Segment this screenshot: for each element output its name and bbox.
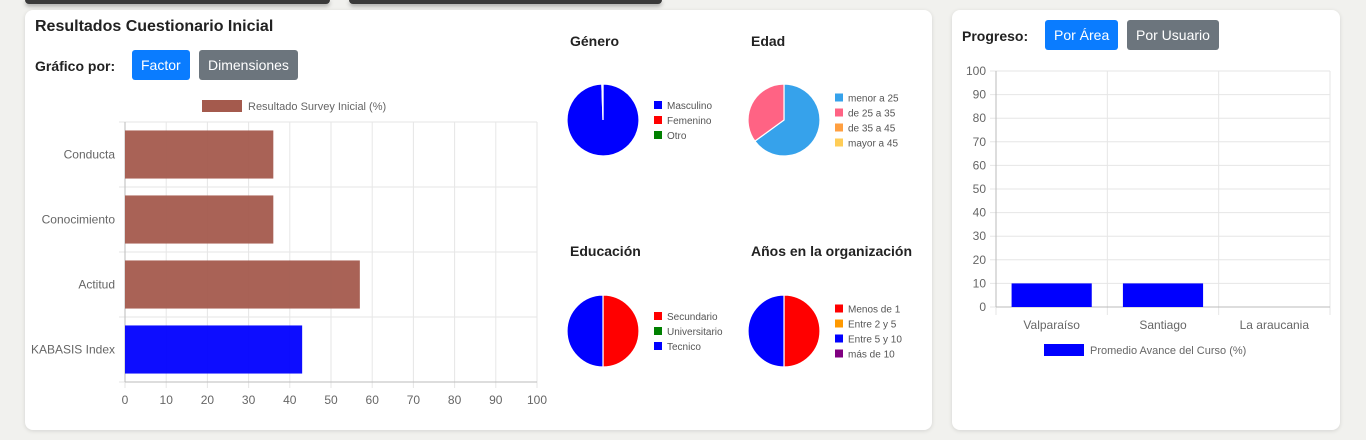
x-tick-label: 100: [527, 393, 547, 407]
legend-swatch-mas-de-10: [835, 349, 843, 358]
legend-swatch-masculino: [654, 101, 662, 109]
pie-slice-secundario: [602, 294, 640, 368]
pie-slice-otro: [601, 83, 604, 121]
survey-bar-chart: Resultado Survey Inicial (%) 0 10 20 30 40 50 6…: [31, 100, 547, 407]
legend-swatch-promedio: [1044, 344, 1084, 356]
x-tick-label: 90: [489, 393, 503, 407]
y-tick-label: Conocimiento: [42, 213, 116, 227]
pie-slice-menos-de-1: [783, 294, 821, 368]
y-tick-label: 100: [966, 64, 986, 78]
pie-slice-tecnico: [566, 294, 604, 368]
legend-label-femenino: Femenino: [667, 116, 712, 127]
grafico-por-label: Gráfico por:: [35, 58, 116, 74]
legend-swatch-survey: [202, 100, 242, 112]
factor-button[interactable]: Factor: [132, 50, 190, 80]
y-tick-label: 20: [973, 253, 987, 267]
legend-label-secundario: Secundario: [667, 312, 718, 323]
pie-slice-menor-a-25: [754, 83, 821, 157]
y-tick-label: 90: [973, 88, 987, 102]
legend-label-entre-5-y-10: Entre 5 y 10: [848, 335, 902, 346]
y-tick-label: Actitud: [78, 278, 115, 292]
edad-pie-chart: menor a 25 de 25 a 35 de 35 a 45 mayor a 45: [747, 83, 899, 157]
legend-swatch-universitario: [654, 327, 662, 335]
pie-title-genero: Género: [570, 33, 620, 49]
legend-label-menos-de-1: Menos de 1: [848, 305, 901, 316]
y-tick-label: 60: [973, 158, 987, 172]
pie-title-edad: Edad: [751, 33, 786, 49]
legend-label-de-25-a-35: de 25 a 35: [848, 109, 896, 120]
y-tick-label: Conducta: [64, 148, 116, 162]
x-tick-label: 10: [160, 393, 174, 407]
legend-swatch-femenino: [654, 116, 662, 124]
y-tick-label: 0: [979, 300, 986, 314]
legend-swatch-tecnico: [654, 342, 662, 350]
progress-title: Progreso:: [962, 28, 1029, 44]
y-tick-label: KABASIS Index: [31, 343, 115, 357]
dimensiones-button[interactable]: Dimensiones: [199, 50, 298, 80]
top-panel-edge-right: [349, 0, 662, 4]
x-tick-label: 30: [242, 393, 256, 407]
anos-pie-chart: Menos de 1 Entre 2 y 5 Entre 5 y 10 más de …: [747, 294, 902, 368]
educacion-pie-chart: Secundario Universitario Tecnico: [566, 294, 723, 368]
legend-swatch-de-25-a-35: [835, 108, 843, 117]
x-tick-label: 60: [366, 393, 380, 407]
legend-swatch-de-35-a-45: [835, 123, 843, 132]
legend-swatch-mayor-a-45: [835, 138, 843, 147]
x-tick-label: 70: [407, 393, 421, 407]
bar-actitud: [125, 260, 360, 309]
por-area-button[interactable]: Por Área: [1045, 20, 1119, 50]
x-tick-label: 40: [283, 393, 297, 407]
por-usuario-button[interactable]: Por Usuario: [1127, 20, 1219, 50]
progress-card: Progreso: Por Área Por Usuario 0 10 20 30 40…: [952, 10, 1340, 430]
y-tick-label: 50: [973, 182, 987, 196]
legend-swatch-menor-a-25: [835, 93, 843, 102]
y-tick-label: 80: [973, 111, 987, 125]
legend-label-entre-2-y-5: Entre 2 y 5: [848, 320, 897, 331]
x-tick-label: 80: [448, 393, 462, 407]
progress-bar-chart: 0 10 20 30 40 50 60 70 80 90 100 Valparaíso Santiago…: [966, 64, 1331, 357]
x-tick-label: Santiago: [1139, 318, 1187, 332]
x-tick-label: 20: [201, 393, 215, 407]
legend-swatch-entre-2-y-5: [835, 319, 843, 328]
legend-swatch-menos-de-1: [835, 304, 843, 313]
legend-label-masculino: Masculino: [667, 101, 712, 112]
pie-title-anos: Años en la organización: [751, 243, 913, 259]
legend-label-survey: Resultado Survey Inicial (%): [248, 101, 386, 113]
results-card: Resultados Cuestionario Inicial Gráfico …: [25, 10, 932, 430]
y-tick-label: 40: [973, 206, 987, 220]
top-panel-edge-left: [25, 0, 330, 4]
genero-pie-chart: Masculino Femenino Otro: [566, 83, 712, 157]
x-tick-label: Valparaíso: [1023, 318, 1080, 332]
y-tick-label: 30: [973, 229, 987, 243]
legend-label-otro: Otro: [667, 131, 687, 142]
bar-conocimiento: [125, 195, 274, 244]
pie-slice-entre-5-y-10: [747, 294, 785, 368]
y-tick-label: 10: [973, 276, 987, 290]
pie-title-educacion: Educación: [570, 243, 641, 259]
legend-label-promedio: Promedio Avance del Curso (%): [1090, 345, 1246, 357]
legend-label-universitario: Universitario: [667, 327, 723, 338]
bar-santiago: [1122, 283, 1204, 307]
legend-label-mayor-a-45: mayor a 45: [848, 139, 898, 150]
bar-kabasis-index: [125, 325, 303, 374]
bar-conducta: [125, 130, 274, 179]
x-tick-label: 50: [324, 393, 338, 407]
results-title: Resultados Cuestionario Inicial: [35, 18, 274, 35]
legend-label-de-35-a-45: de 35 a 45: [848, 124, 896, 135]
x-tick-label: 0: [122, 393, 129, 407]
y-tick-label: 70: [973, 135, 987, 149]
legend-label-menor-a-25: menor a 25: [848, 94, 899, 105]
legend-swatch-entre-5-y-10: [835, 334, 843, 343]
x-tick-label: La araucania: [1240, 318, 1310, 332]
bar-valparaiso: [1011, 283, 1092, 307]
legend-swatch-secundario: [654, 312, 662, 320]
legend-swatch-otro: [654, 131, 662, 139]
legend-label-mas-de-10: más de 10: [848, 350, 895, 361]
pie-slice-de-25-a-35: [747, 83, 785, 142]
legend-label-tecnico: Tecnico: [667, 342, 701, 353]
